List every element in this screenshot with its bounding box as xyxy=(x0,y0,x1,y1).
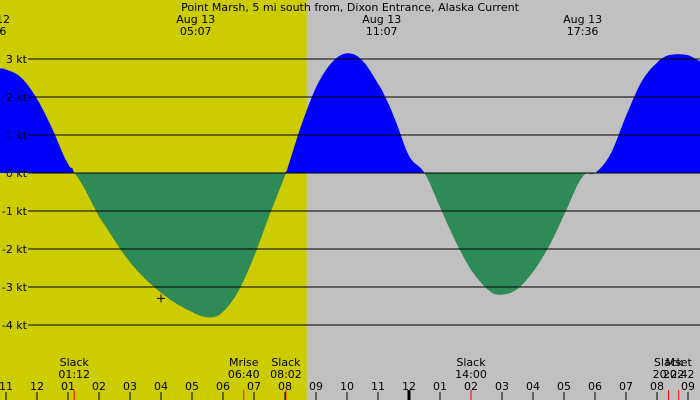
hour-tick-label: 06 xyxy=(216,380,230,393)
chart-title: Point Marsh, 5 mi south from, Dixon Entr… xyxy=(181,1,519,14)
event-time-label: 06:40 xyxy=(228,368,260,381)
hour-tick-label: 09 xyxy=(309,380,323,393)
hour-tick-label: 05 xyxy=(185,380,199,393)
top-time-label: 11:07 xyxy=(366,25,398,38)
event-time-label: 08:02 xyxy=(270,368,302,381)
hour-tick-label: 02 xyxy=(92,380,106,393)
hour-tick-label: 04 xyxy=(526,380,540,393)
event-label: Slack xyxy=(456,356,486,369)
y-tick-label: 3 kt xyxy=(6,53,28,66)
event-time-label: 01:12 xyxy=(58,368,90,381)
event-label: Mset xyxy=(666,356,693,369)
y-tick-label: 0 kt xyxy=(6,167,28,180)
top-time-label: 05:07 xyxy=(180,25,212,38)
y-tick-label: 1 kt xyxy=(6,129,28,142)
top-date-label: Aug 13 xyxy=(563,13,602,26)
event-label: Slack xyxy=(60,356,90,369)
event-time-label: 20:42 xyxy=(663,368,695,381)
hour-tick-label: 07 xyxy=(247,380,261,393)
top-date-label: Aug 13 xyxy=(362,13,401,26)
label-layer: 3 kt 2 kt 1 kt 0 kt -1 kt -2 kt -3 kt -4 kt Aug … xyxy=(0,13,695,393)
hour-tick-label: 03 xyxy=(123,380,137,393)
current-area-layer xyxy=(0,53,700,318)
hour-tick-label: 02 xyxy=(464,380,478,393)
hour-tick-label: 06 xyxy=(588,380,602,393)
hour-tick-label: 12 xyxy=(30,380,44,393)
hour-tick-label: 03 xyxy=(495,380,509,393)
hour-tick-label: 07 xyxy=(619,380,633,393)
top-time-label: 23:36 xyxy=(0,25,6,38)
top-date-label: Aug 13 xyxy=(176,13,215,26)
hour-tick-label: 01 xyxy=(433,380,447,393)
event-time-label: 20:22 xyxy=(653,368,685,381)
hour-tick-label: 08 xyxy=(278,380,292,393)
ebb-current-area xyxy=(0,173,700,318)
event-label: Slack xyxy=(654,356,684,369)
hour-tick-label: 09 xyxy=(681,380,695,393)
hour-tick-label: 01 xyxy=(61,380,75,393)
event-time-label: 14:00 xyxy=(455,368,487,381)
top-date-label: Aug 12 xyxy=(0,13,10,26)
hour-tick-label: 10 xyxy=(340,380,354,393)
hour-tick-label: 11 xyxy=(0,380,13,393)
hour-tick-label: 11 xyxy=(371,380,385,393)
grid-layer xyxy=(5,58,700,400)
y-tick-label: -2 kt xyxy=(2,243,28,256)
hour-tick-label: 04 xyxy=(154,380,168,393)
y-tick-label: -3 kt xyxy=(2,281,28,294)
flood-current-area xyxy=(0,53,700,173)
y-tick-label: 2 kt xyxy=(6,91,28,104)
top-time-label: 17:36 xyxy=(567,25,599,38)
y-tick-label: -4 kt xyxy=(2,319,28,332)
hour-tick-label: 08 xyxy=(650,380,664,393)
event-label: Mrise xyxy=(229,356,259,369)
hour-tick-label: 12 xyxy=(402,380,416,393)
event-label: Slack xyxy=(271,356,301,369)
y-tick-label: -1 kt xyxy=(2,205,28,218)
hour-tick-label: 05 xyxy=(557,380,571,393)
